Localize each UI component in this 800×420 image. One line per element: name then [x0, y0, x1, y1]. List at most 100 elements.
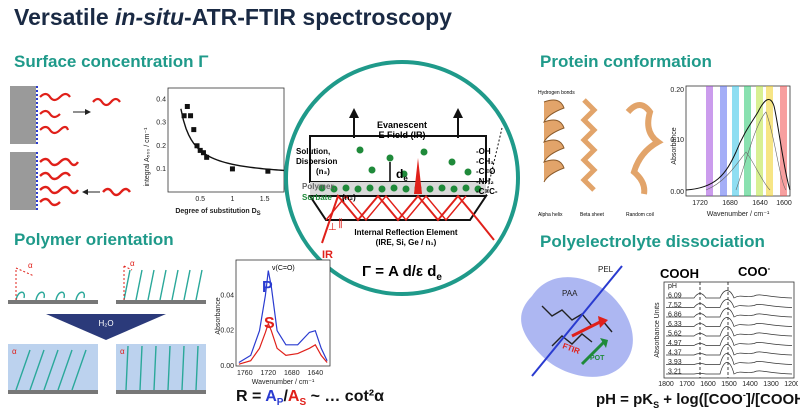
x-tick-label: 1640 — [308, 370, 324, 377]
svg-text:-OH: -OH — [476, 147, 491, 156]
svg-text:1640: 1640 — [752, 200, 768, 207]
ph-value-label: 7.52 — [668, 302, 682, 309]
data-point — [204, 154, 210, 160]
atr-schematic: Evanescent E Field (IR) Solution, Disper… — [284, 60, 520, 296]
x-tick-label: 1720 — [261, 370, 277, 377]
polymer-coils-top — [39, 92, 121, 135]
ph-value-label: 6.86 — [668, 312, 682, 319]
x-tick-label: 1 — [230, 196, 234, 203]
svg-text:1680: 1680 — [722, 200, 738, 207]
protein-ir-chart: Absorbance 0.00 0.10 0.20 1720 1680 1640… — [670, 85, 792, 218]
ir-label: IR — [322, 249, 333, 261]
page-title: Versatile in-situ-ATR-FTIR spectroscopy — [14, 4, 452, 30]
de-label: de — [396, 167, 408, 183]
par-symbol: ∥ — [338, 218, 343, 229]
beta-sheet-label: Beta sheet — [580, 212, 605, 218]
n2-label: (n₂) — [342, 193, 356, 202]
polyelectrolyte-cartoon: PEL PAA FTIR POT — [521, 265, 633, 377]
data-point — [194, 143, 200, 149]
secondary-structure-band — [766, 86, 773, 196]
ph-value-label: 6.09 — [668, 293, 682, 300]
data-point — [197, 147, 203, 153]
adsorption-cartoon — [10, 86, 131, 210]
x-tick-label: 1680 — [284, 370, 300, 377]
protein-spectrum — [685, 98, 791, 191]
data-point — [265, 168, 271, 174]
ph-spectrum — [666, 290, 793, 299]
y-tick-label: 0.1 — [156, 166, 166, 173]
data-point — [229, 166, 235, 172]
svg-text:-C=C-: -C=C- — [476, 187, 498, 196]
section-polyelectrolyte-dissociation: Polyelectrolyte dissociation — [540, 232, 765, 251]
alpha-label-1: α — [28, 261, 33, 270]
water-arrow — [46, 314, 166, 340]
x-tick-label: 1800 — [658, 381, 674, 388]
alpha-label-2: α — [130, 259, 135, 268]
substrate-bottom — [10, 152, 36, 210]
ph-spectrum — [666, 344, 793, 356]
sorbate-molecules — [318, 146, 482, 193]
data-point — [191, 127, 197, 133]
gamma-formula: Γ = A d/ε de — [362, 263, 442, 283]
s-label: S — [264, 315, 275, 332]
secondary-structure-band — [706, 86, 713, 196]
ire-label: Internal Reflection Element — [354, 228, 457, 237]
section-surface-concentration: Surface concentration Γ — [14, 52, 209, 71]
ph-value-label: 6.33 — [668, 321, 682, 328]
polymer-xlabel: Wavenumber / cm⁻¹ — [252, 379, 315, 386]
y-tick-label: 0.04 — [220, 292, 234, 299]
y-tick-label: 0.2 — [156, 143, 166, 150]
ph-spectrum — [666, 317, 793, 328]
sorbate-label: Sorbate — [302, 193, 332, 202]
random-coil — [625, 102, 664, 195]
x-tick-label: 1200 — [784, 381, 798, 388]
hbond-label: Hydrogen bonds — [538, 90, 575, 96]
coo-label: COO- — [738, 264, 771, 279]
x-tick-label: 1700 — [679, 381, 695, 388]
functional-groups: -OH -CH₃ -C=O -NH₂ -C=C- — [476, 147, 498, 196]
ire-material-label: (IRE, Si, Ge / n₁) — [376, 238, 437, 247]
ph-value-label: pH — [668, 283, 677, 290]
h2o-label: H₂O — [98, 319, 113, 328]
svg-text:0.10: 0.10 — [670, 137, 684, 144]
ph-spectrum — [666, 326, 793, 337]
surface-ylabel: integral A₅₀₀ / cm⁻¹ — [144, 127, 151, 187]
ph-spectrum — [666, 362, 793, 375]
paa-label: PAA — [562, 289, 578, 298]
beta-sheet — [580, 98, 598, 192]
ph-spectrum — [666, 308, 793, 318]
y-tick-label: 0.4 — [156, 97, 166, 104]
ph-spectrum — [666, 335, 793, 347]
secondary-structure-band — [720, 86, 727, 196]
surface-concentration-chart: 0.5 1 1.5 0.1 0.2 0.3 0.4 integral A₅₀₀ / cm⁻¹… — [144, 87, 285, 217]
y-tick-label: 0.00 — [220, 363, 234, 370]
svg-text:0.00: 0.00 — [670, 189, 684, 196]
section-polymer-orientation: Polymer orientation — [14, 230, 174, 249]
pel-label: PEL — [598, 265, 614, 274]
ph-value-label: 3.93 — [668, 359, 682, 366]
dispersion-label: Dispersion — [296, 157, 337, 166]
secondary-structure-band — [780, 86, 787, 196]
ph-spectrum — [666, 353, 793, 366]
x-tick-label: 1400 — [742, 381, 758, 388]
svg-text:-CH₃: -CH₃ — [476, 157, 494, 166]
x-tick-label: 1760 — [237, 370, 253, 377]
solution-label: Solution, — [296, 147, 330, 156]
pot-label: POT — [590, 355, 605, 362]
series-line-P — [238, 270, 328, 364]
substrate-top — [10, 86, 36, 144]
pot-arrow — [580, 340, 606, 366]
pel-ylabel: Absorbance Units — [654, 302, 661, 358]
n3-label: (n₃) — [316, 167, 330, 176]
p-label: P — [262, 279, 273, 296]
x-tick-label: 1500 — [721, 381, 737, 388]
surface-xlabel: Degree of substitution DS — [175, 208, 260, 217]
ph-formula: pH = pKS + log([COO-]/[COOH]) — [596, 390, 800, 410]
series-line-S — [238, 321, 328, 365]
x-tick-label: 1300 — [763, 381, 779, 388]
polyelectrolyte-blob — [521, 277, 633, 377]
x-tick-label: 1.5 — [260, 196, 270, 203]
ir-beam — [321, 193, 495, 244]
ph-value-label: 5.62 — [668, 331, 682, 338]
